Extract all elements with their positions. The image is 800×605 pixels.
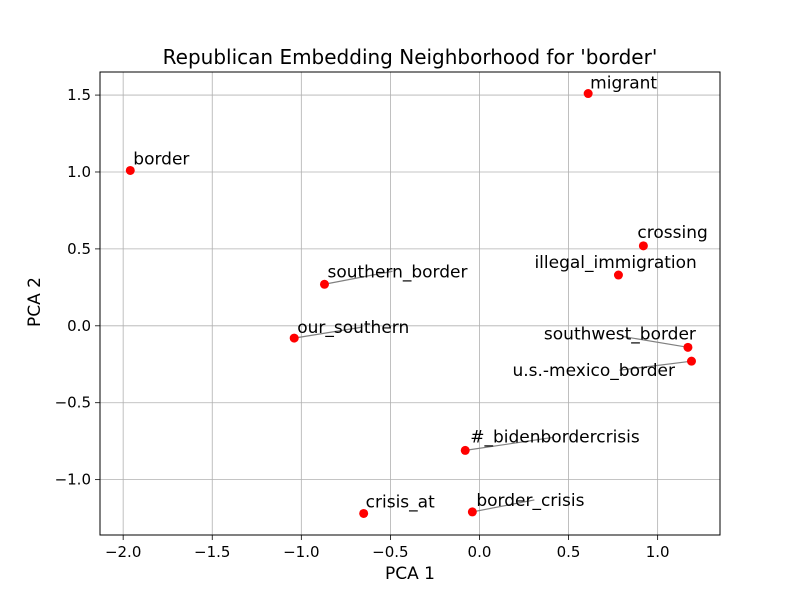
data-point [467,507,477,517]
x-tick-label: 0.0 [468,543,492,561]
data-point [683,342,693,352]
label-connector [465,436,554,451]
axis-ticks: −2.0 −1.5 −1.0 −0.5 0.0 0.5 1.0 1.5 1.0 0.5 0.0 −0.… [55,86,670,561]
y-tick-label: 1.5 [67,86,91,104]
chart-title: Republican Embedding Neighborhood for 'b… [163,45,658,69]
x-tick-label: −1.0 [283,543,319,561]
label-connector [619,360,692,371]
data-point [583,89,593,99]
x-tick-label: −2.0 [105,543,141,561]
y-tick-label: 0.5 [67,240,91,258]
grid [100,72,720,535]
y-tick-label: −1.0 [55,471,91,489]
x-tick-label: −1.5 [194,543,230,561]
label-connector [294,326,363,339]
data-point [359,508,369,518]
data-point [613,270,623,280]
y-tick-label: −0.5 [55,394,91,412]
x-tick-label: −0.5 [372,543,408,561]
x-tick-label: 0.5 [557,543,581,561]
data-point-label: crisis_at [366,492,435,512]
data-point-label: border [133,149,189,169]
y-tick-label: 1.0 [67,163,91,181]
x-tick-label: 1.0 [646,543,670,561]
data-point-label: southwest_border [544,324,696,344]
x-axis-label: PCA 1 [385,564,435,584]
data-point-label: crossing [637,223,707,243]
data-point-label: illegal_immigration [534,253,696,273]
label-connector [472,499,535,513]
label-connectors [294,270,692,513]
label-connector [324,270,393,285]
data-point-label: our_southern [297,318,409,338]
data-point [125,165,135,175]
y-axis-label: PCA 2 [25,277,45,327]
data-point [319,279,329,289]
data-point-label: u.s.-mexico_border [512,361,674,381]
data-point-label: southern_border [327,262,467,282]
data-point [638,241,648,251]
plot-frame [99,71,721,536]
data-point-label: border_crisis [476,491,584,511]
data-point-label: #_bidenbordercrisis [470,427,640,447]
point-labels: migrant border crossing illegal_immigration… [133,74,707,513]
label-connector [621,335,689,348]
data-point [460,445,470,455]
data-point [686,356,696,366]
data-points [125,89,696,518]
data-point-label: migrant [590,74,657,94]
data-point [289,333,299,343]
y-tick-label: 0.0 [67,317,91,335]
